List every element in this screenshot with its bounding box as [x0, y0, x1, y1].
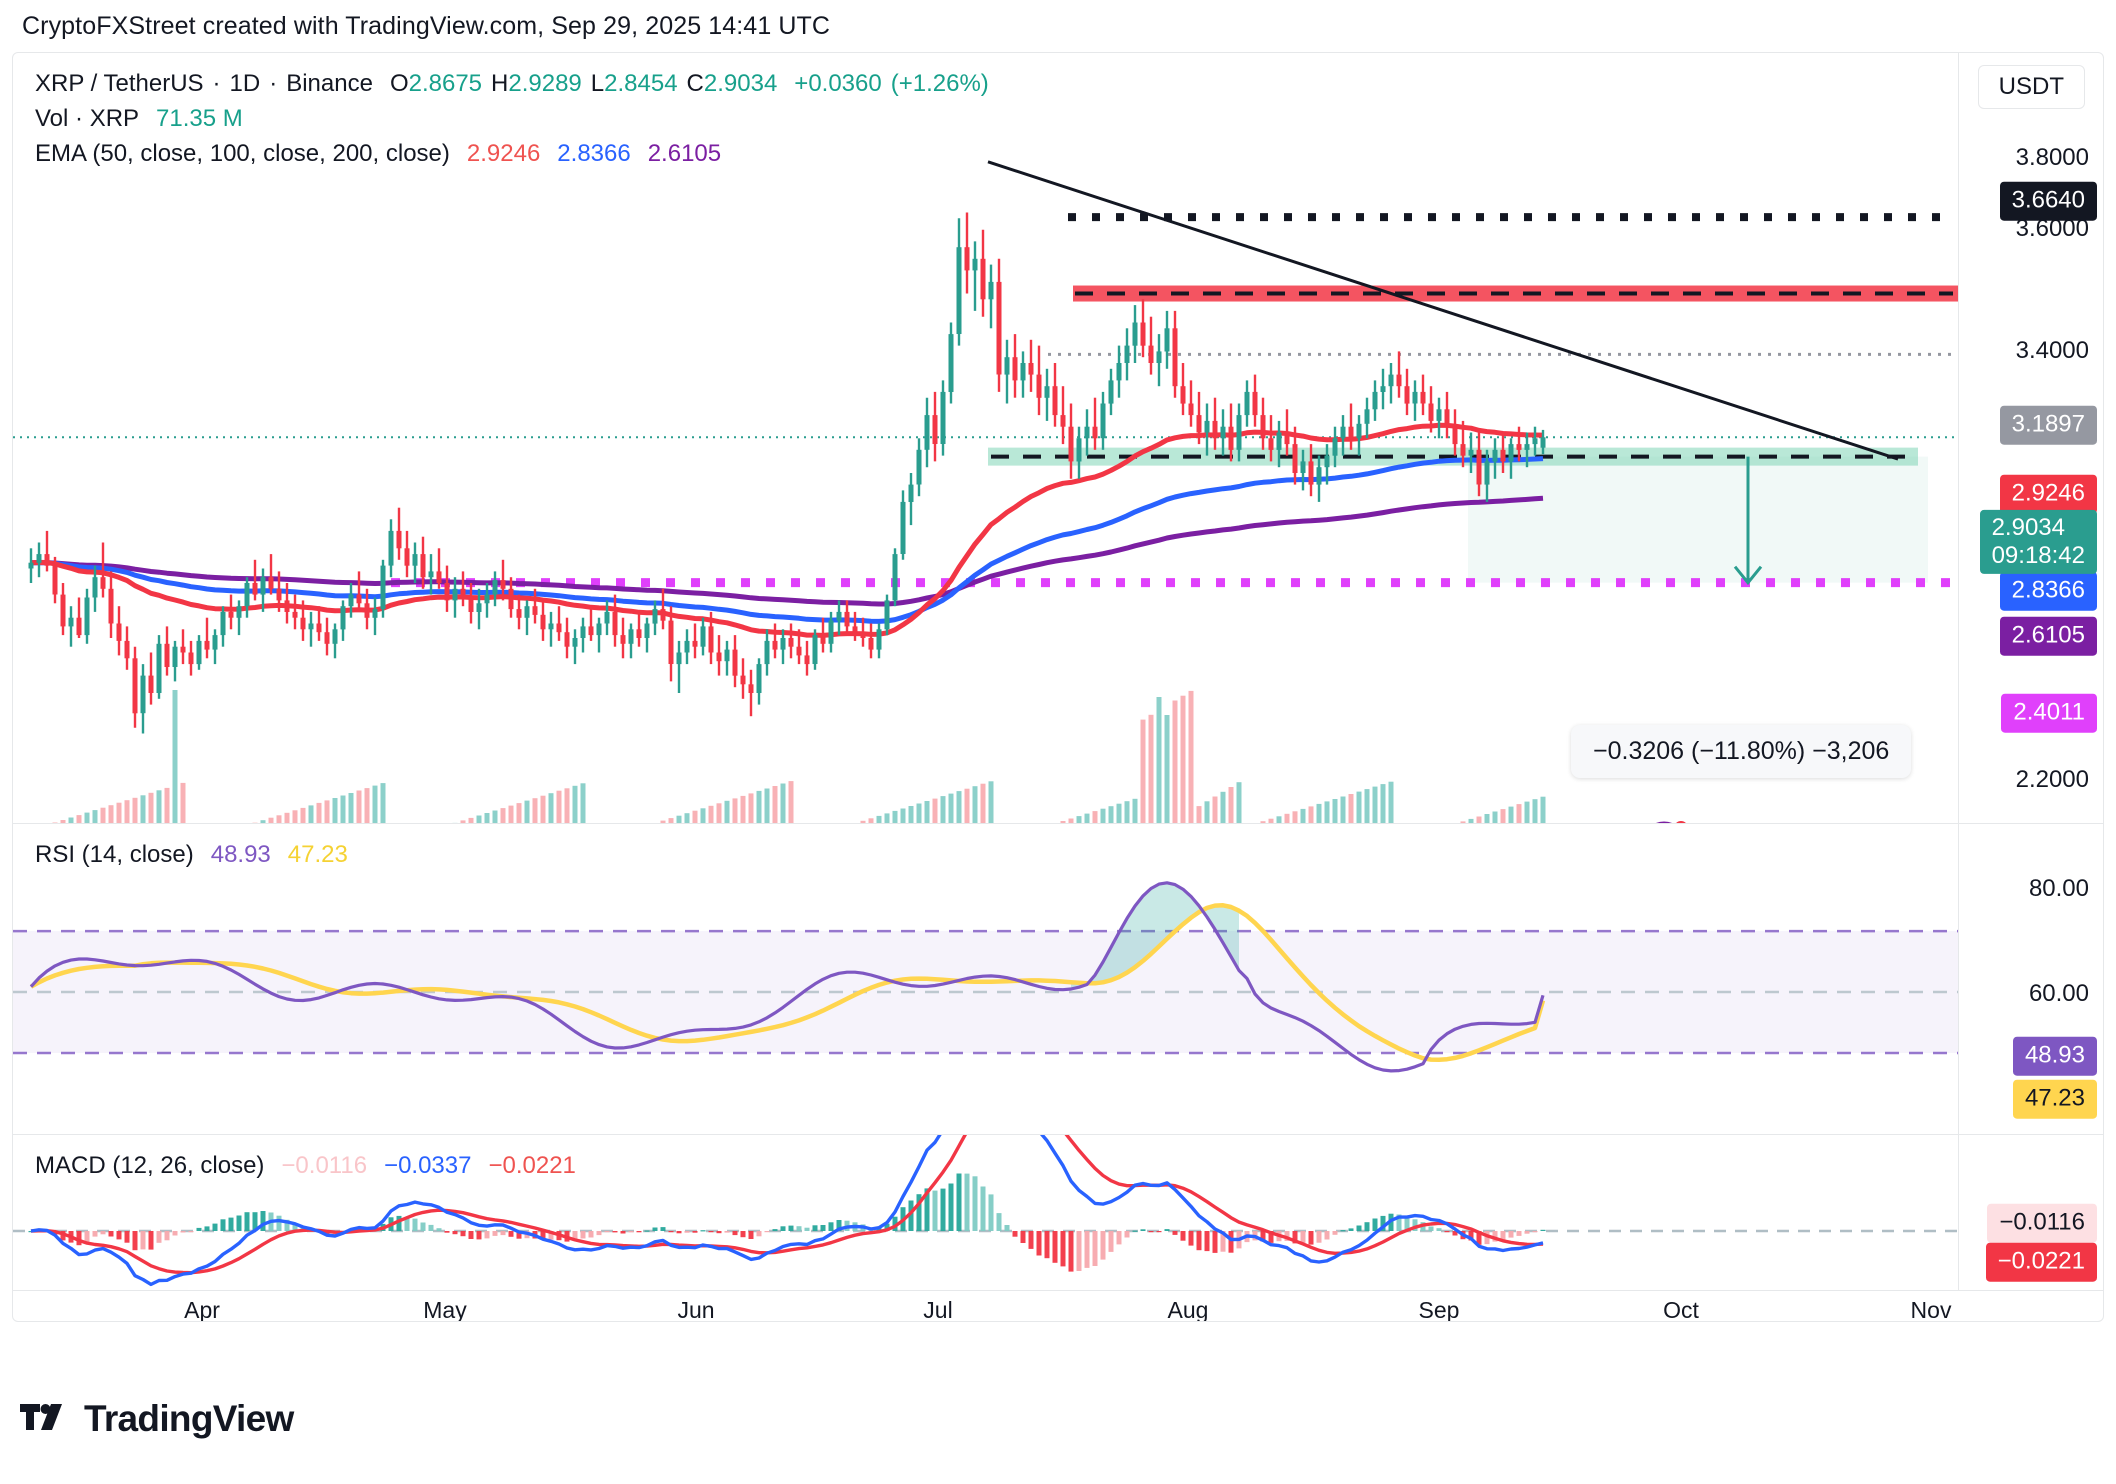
macd-axis-divider: [1958, 1135, 1959, 1290]
time-axis-tick: Aug: [1167, 1297, 1209, 1321]
measurement-tooltip: −0.3206 (−11.80%) −3,206: [1571, 725, 1912, 778]
macd-pane[interactable]: −0.0116 −0.0221 MACD (12, 26, close) −0.01…: [13, 1135, 2103, 1290]
candlesticks: [28, 212, 1546, 734]
time-axis-tick: Nov: [1910, 1297, 1952, 1321]
rsi-value: 48.93: [210, 841, 271, 868]
pane-separator-1: [13, 823, 2103, 824]
interval-label[interactable]: 1D: [229, 70, 261, 97]
exchange-label[interactable]: Binance: [286, 70, 373, 97]
pivot-level-badge[interactable]: 3.1897: [1999, 405, 2097, 445]
macd-signal-line: [30, 1135, 1544, 1275]
volume-label[interactable]: Vol · XRP: [35, 104, 140, 132]
pane-separator-3: [13, 1290, 2103, 1291]
axis-tick-label: 60.00: [2028, 980, 2089, 1007]
price-pane[interactable]: USDT 3.8000 3.6000 3.4000 2.2000 3.6640 3.18…: [13, 53, 2103, 823]
time-axis-tick: Jul: [923, 1297, 953, 1321]
high-label: H: [491, 70, 509, 97]
last-price-value: 2.9034: [1991, 513, 2065, 541]
attribution-text: CryptoFXStreet created with TradingView.…: [22, 12, 831, 40]
rsi-axis[interactable]: 80.00 60.00 48.93 47.23: [1958, 824, 2103, 1134]
axis-tick-label: 2.2000: [2015, 766, 2089, 793]
low-label: L: [590, 70, 605, 97]
axis-tick-label: 80.00: [2028, 875, 2089, 902]
ema200-value: 2.6105: [647, 139, 722, 167]
rsi-axis-divider: [1958, 824, 1959, 1134]
currency-chip[interactable]: USDT: [1977, 65, 2085, 109]
price-legend: XRP / TetherUS · 1D · Binance O2.8675 H2.9289 L…: [35, 67, 989, 171]
tradingview-logo-icon: [20, 1402, 70, 1436]
resistance-level-badge[interactable]: 3.6640: [1999, 181, 2097, 221]
sep-dot-2: ·: [269, 70, 278, 97]
close-label: C: [686, 70, 704, 97]
macd-title[interactable]: MACD (12, 26, close): [35, 1152, 265, 1179]
ema200-line: [31, 495, 1544, 607]
ema50-line: [30, 422, 1544, 638]
price-axis-divider: [1958, 53, 1959, 823]
last-price-badge[interactable]: 2.9034 09:18:42: [1979, 509, 2097, 575]
low-value: 2.8454: [604, 70, 678, 97]
rsi-legend: RSI (14, close) 48.93 47.23: [35, 838, 348, 873]
symbol-ohlc-row: XRP / TetherUS · 1D · Binance O2.8675 H2.9289 L…: [35, 67, 989, 102]
high-value: 2.9289: [508, 70, 582, 97]
macd-line-value: −0.0337: [384, 1152, 472, 1179]
price-series-svg: [13, 160, 1958, 823]
rsi-title[interactable]: RSI (14, close): [35, 841, 194, 868]
macd-axis[interactable]: −0.0116 −0.0221: [1958, 1135, 2103, 1290]
change-percent: (+1.26%): [890, 70, 989, 97]
lightning-alert-icon[interactable]: [1640, 815, 1692, 823]
ema-label[interactable]: EMA (50, close, 100, close, 200, close): [35, 139, 450, 167]
rsi-ma-line: [29, 903, 1546, 1063]
axis-tick-label: 3.4000: [2015, 337, 2089, 364]
sep-dot-1: ·: [212, 70, 221, 97]
ema-row: EMA (50, close, 100, close, 200, close) 2…: [35, 137, 989, 172]
pane-separator-2: [13, 1134, 2103, 1135]
rsi-plot-area[interactable]: [13, 824, 1958, 1134]
volume-row: Vol · XRP 71.35 M: [35, 102, 989, 137]
macd-line: [30, 1135, 1544, 1287]
ema200-badge[interactable]: 2.6105: [1999, 616, 2097, 656]
volume-value: 71.35 M: [156, 104, 243, 132]
ema50-value: 2.9246: [466, 139, 541, 167]
ema100-badge[interactable]: 2.8366: [1999, 571, 2097, 611]
macd-plot-area[interactable]: [13, 1135, 1958, 1290]
ema50-badge[interactable]: 2.9246: [1999, 474, 2097, 514]
macd-signal-value: −0.0221: [488, 1152, 576, 1179]
rsi-pane[interactable]: 80.00 60.00 48.93 47.23 RSI (14, close) 48.…: [13, 824, 2103, 1134]
close-value: 2.9034: [703, 70, 778, 97]
tradingview-footer-logo: TradingView: [20, 1398, 294, 1440]
time-axis-tick: Jun: [677, 1297, 715, 1321]
change-value: +0.0360: [794, 70, 882, 97]
price-axis[interactable]: USDT 3.8000 3.6000 3.4000 2.2000 3.6640 3.18…: [1958, 53, 2103, 823]
tradingview-brand-text: TradingView: [84, 1398, 294, 1439]
rsi-series-svg: [13, 881, 1958, 1073]
ema100-line: [30, 456, 1544, 624]
time-axis-tick: Apr: [184, 1297, 220, 1321]
open-value: 2.8675: [408, 70, 483, 97]
time-axis-tick: Sep: [1418, 1297, 1460, 1321]
support-level-badge[interactable]: 2.4011: [2001, 693, 2097, 733]
time-axis[interactable]: Apr May Jun Jul Aug Sep Oct Nov: [13, 1291, 2103, 1321]
macd-series-svg: [13, 1135, 1958, 1287]
macd-hist-badge[interactable]: −0.0116: [1987, 1203, 2097, 1243]
open-label: O: [389, 70, 409, 97]
rsi-ma-value: 47.23: [287, 841, 348, 868]
rsi-line: [29, 881, 1545, 1073]
macd-signal-badge[interactable]: −0.0221: [1985, 1242, 2097, 1282]
axis-tick-label: 3.8000: [2015, 144, 2089, 171]
macd-legend: MACD (12, 26, close) −0.0116 −0.0337 −0.022…: [35, 1149, 576, 1184]
rsi-value-badge[interactable]: 48.93: [2012, 1036, 2097, 1076]
price-plot-area[interactable]: [13, 53, 1958, 823]
symbol-label[interactable]: XRP / TetherUS: [35, 70, 204, 97]
chart-frame: USDT 3.8000 3.6000 3.4000 2.2000 3.6640 3.18…: [12, 52, 2104, 1322]
time-axis-tick: Oct: [1663, 1297, 1699, 1321]
bar-countdown: 09:18:42: [1991, 541, 2085, 569]
rsi-ma-badge[interactable]: 47.23: [2012, 1079, 2097, 1119]
ema100-value: 2.8366: [557, 139, 631, 167]
time-axis-tick: May: [423, 1297, 467, 1321]
macd-hist-value: −0.0116: [281, 1152, 368, 1179]
